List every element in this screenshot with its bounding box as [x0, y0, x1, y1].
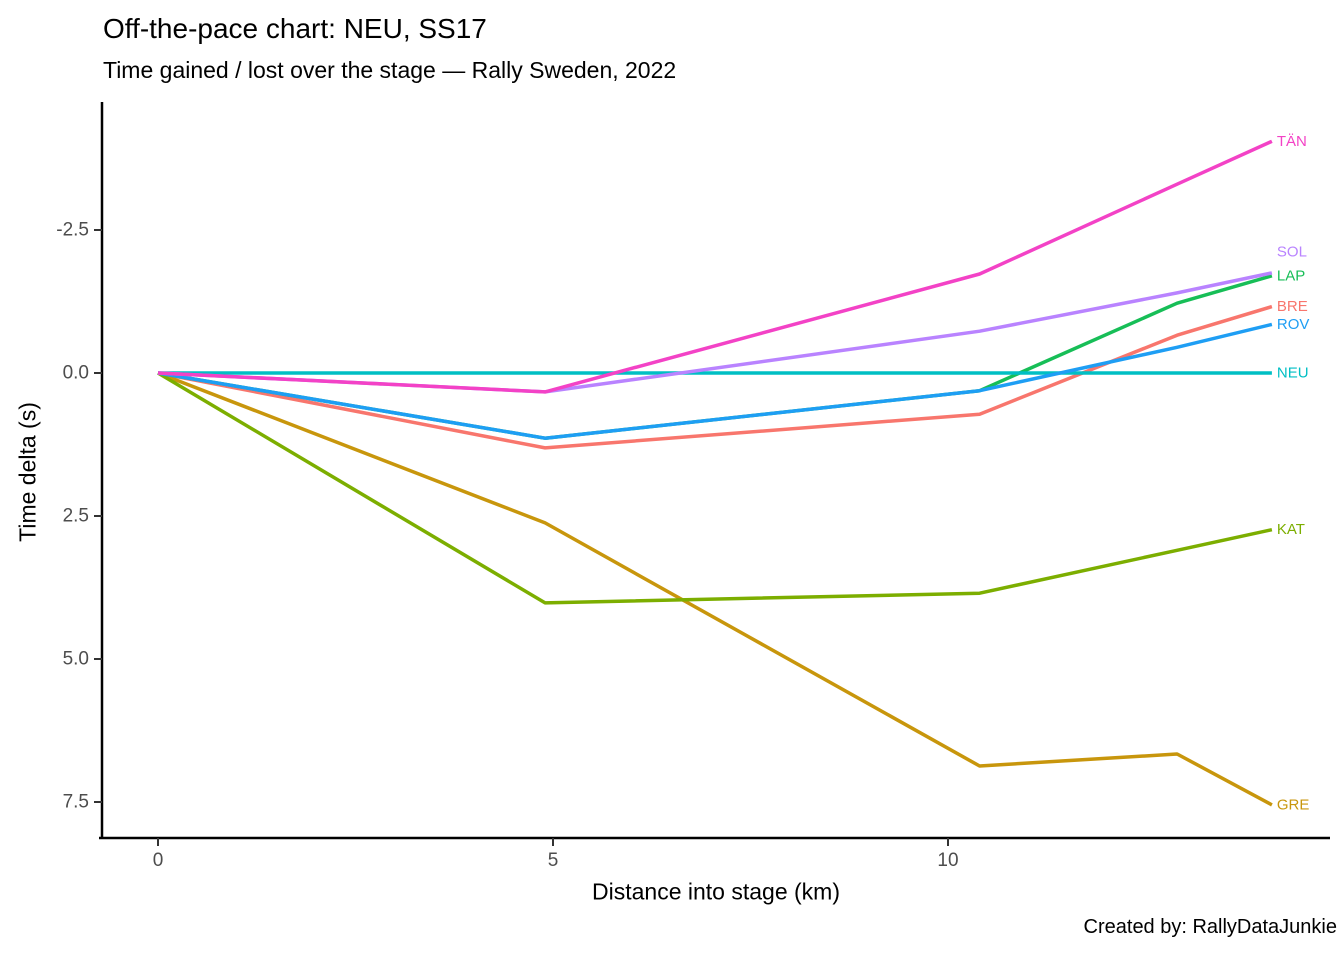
series-line-BRE [157, 304, 1273, 450]
series-label-BRE: BRE [1277, 298, 1308, 315]
y-tick-label: 5.0 [63, 649, 89, 670]
series-label-GRE: GRE [1277, 796, 1310, 813]
series-line-ROV [157, 322, 1273, 440]
x-axis-title: Distance into stage (km) [592, 878, 840, 905]
series-label-NEU: NEU [1277, 365, 1309, 382]
y-tick-label: 7.5 [63, 792, 89, 813]
series-label-SOL: SOL [1277, 243, 1307, 260]
caption-credit: Created by: RallyDataJunkie [1083, 916, 1337, 938]
series-label-LAP: LAP [1277, 267, 1305, 284]
series-label-ROV: ROV [1277, 316, 1310, 333]
chart-title: Off-the-pace chart: NEU, SS17 [103, 13, 487, 44]
series-line-LAP [157, 274, 1273, 440]
chart-subtitle: Time gained / lost over the stage — Rall… [103, 57, 677, 83]
y-tick-label: 2.5 [63, 506, 89, 527]
series-line-KAT [157, 371, 1273, 605]
y-tick-label: -2.5 [56, 220, 89, 241]
series-line-TÄN [157, 139, 1273, 394]
series-line-GRE [157, 371, 1273, 807]
series-label-KAT: KAT [1277, 521, 1305, 538]
x-tick-label: 10 [937, 850, 958, 871]
series-label-TÄN: TÄN [1277, 133, 1307, 150]
y-tick-label: 0.0 [63, 363, 89, 384]
x-tick-label: 5 [548, 850, 559, 871]
x-tick-label: 0 [153, 850, 164, 871]
